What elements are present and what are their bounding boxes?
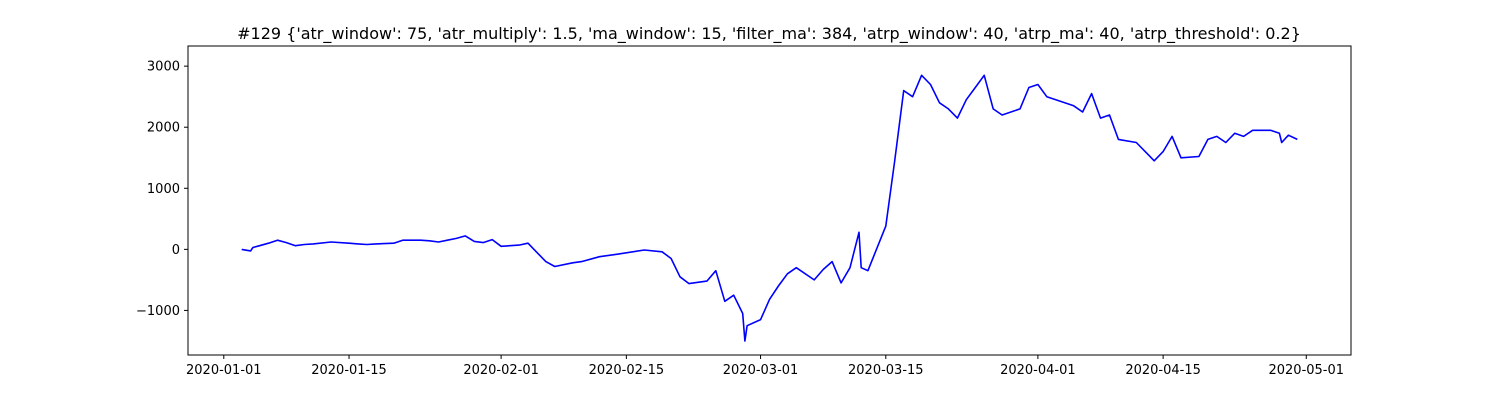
x-tick-label: 2020-04-15: [1125, 363, 1201, 378]
x-tick-label: 2020-02-15: [589, 363, 665, 378]
series-line: [241, 74, 1298, 342]
x-tick-label: 2020-02-01: [463, 363, 539, 378]
chart-title: #129 {'atr_window': 75, 'atr_multiply': …: [237, 24, 1301, 44]
x-tick-label: 2020-05-01: [1268, 363, 1344, 378]
series-layer: [241, 74, 1298, 342]
y-tick-label: −1000: [136, 304, 180, 319]
x-axis: 2020-01-01 2020-01-15 2020-02-01 2020-02-15…: [186, 355, 1344, 378]
x-tick-label: 2020-03-15: [848, 363, 924, 378]
x-tick-label: 2020-04-01: [1000, 363, 1076, 378]
x-tick-label: 2020-03-01: [723, 363, 799, 378]
y-tick-label: 0: [172, 243, 180, 258]
y-axis: −1000 0 1000 2000 3000: [136, 60, 188, 319]
plot-frame: [187, 45, 1352, 356]
y-tick-label: 3000: [147, 60, 180, 75]
y-tick-label: 1000: [147, 182, 180, 197]
x-tick-label: 2020-01-01: [186, 363, 262, 378]
x-tick-label: 2020-01-15: [311, 363, 387, 378]
y-tick-label: 2000: [147, 121, 180, 136]
